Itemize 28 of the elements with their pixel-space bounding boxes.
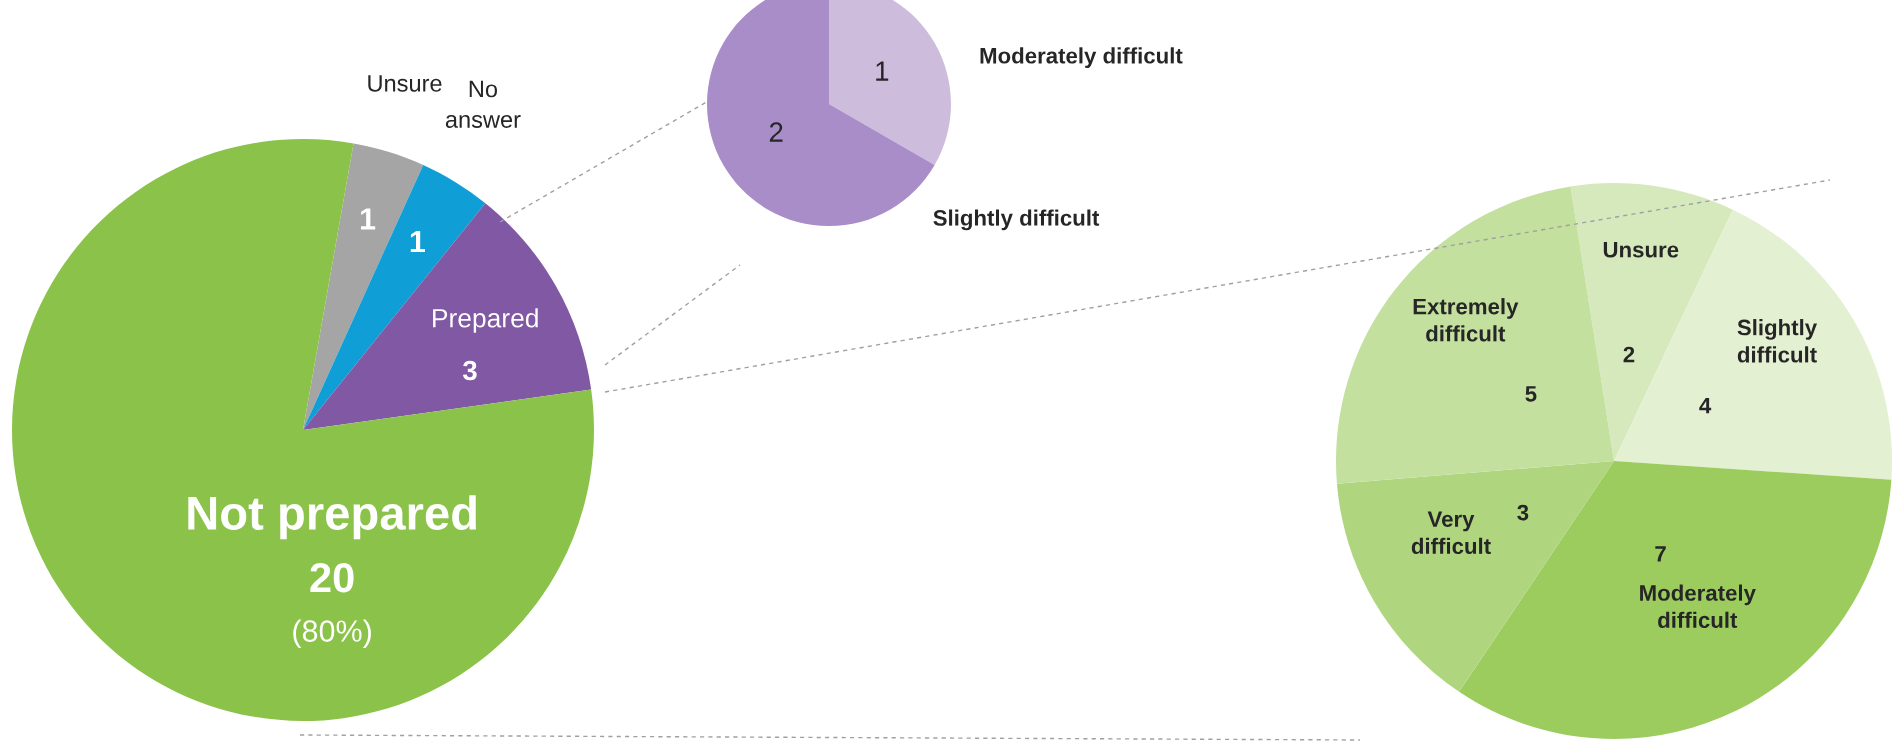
slice-label: Unsure xyxy=(368,75,442,92)
pie-slice xyxy=(303,143,424,430)
data-label: 1 xyxy=(876,61,889,81)
slice-label: Very difficult xyxy=(1411,511,1491,555)
text: (80%) xyxy=(293,619,371,648)
slice-label: Slightly difficult xyxy=(1737,319,1818,363)
pie-slice xyxy=(12,139,594,721)
slice-label: Not prepared xyxy=(188,495,476,540)
data-label: 2 xyxy=(1623,346,1635,363)
data-label: 1 xyxy=(410,230,426,253)
slice-label: Moderately difficult xyxy=(980,47,1183,68)
data-label: 3 xyxy=(462,360,477,381)
data-label: 3 xyxy=(1517,504,1529,521)
data-label: 7 xyxy=(1655,546,1666,562)
data-label: 2 xyxy=(769,122,783,142)
data-label: 1 xyxy=(360,208,376,230)
pie-slice xyxy=(1570,183,1733,461)
slice-label: Slightly difficult xyxy=(933,209,1100,231)
pie-slice xyxy=(303,203,592,430)
slice-label: Prepared xyxy=(433,308,538,333)
slice-label: No answer xyxy=(445,80,521,128)
slice-label: Unsure xyxy=(1603,242,1679,258)
pie-slice xyxy=(1336,461,1614,692)
slice-label: Moderately difficult xyxy=(1640,584,1756,628)
slice-label: Extremely difficult xyxy=(1413,298,1519,342)
data-label: 5 xyxy=(1525,386,1537,402)
data-label: 4 xyxy=(1699,397,1712,414)
data-label: 20 xyxy=(310,563,354,593)
